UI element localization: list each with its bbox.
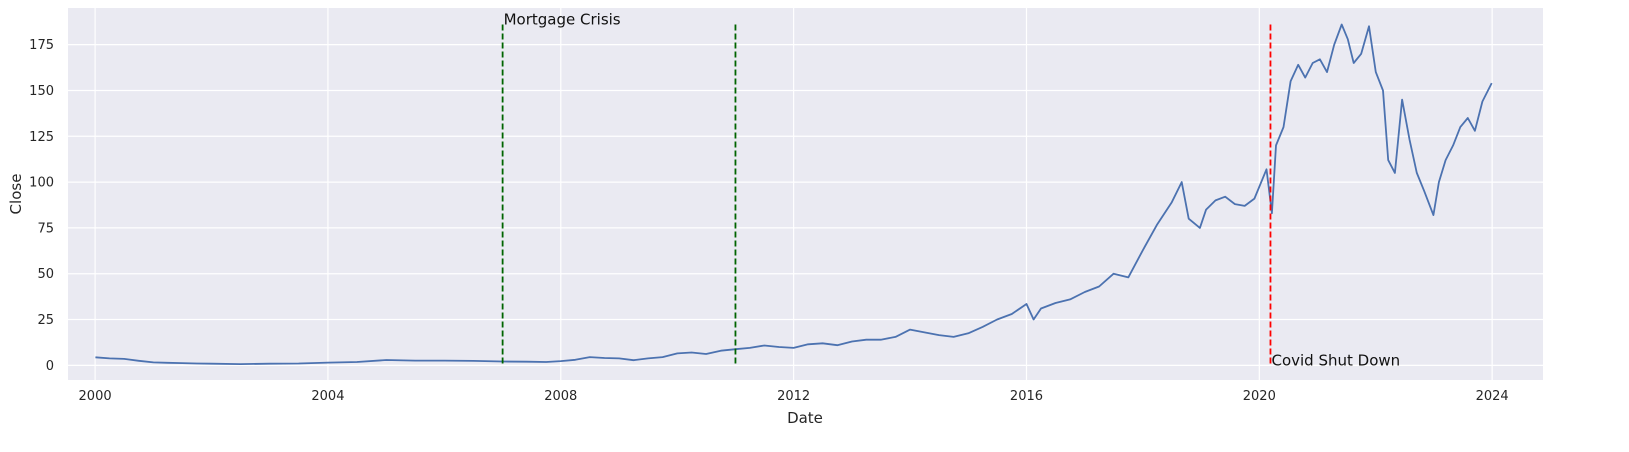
plot-background — [68, 8, 1543, 380]
x-tick-label: 2012 — [777, 389, 810, 404]
event-annotation-label: Covid Shut Down — [1271, 351, 1400, 369]
y-tick-label: 175 — [29, 38, 54, 53]
annotation-layer: Mortgage Crisis Covid Shut Down — [501, 10, 1400, 369]
y-tick-label: 125 — [29, 130, 54, 145]
y-tick-label: 50 — [37, 267, 54, 282]
y-axis-label: Close — [7, 174, 25, 215]
x-axis-ticks: 2000 2004 2008 2012 2016 2020 2024 — [79, 389, 1509, 404]
x-tick-label: 2004 — [311, 389, 344, 404]
x-tick-label: 2008 — [544, 389, 577, 404]
x-tick-label: 2016 — [1010, 389, 1043, 404]
series-layer — [95, 23, 1493, 365]
y-tick-label: 150 — [29, 84, 54, 99]
event-annotation-label: Mortgage Crisis — [504, 10, 621, 28]
grid-lines — [68, 8, 1543, 380]
x-tick-label: 2020 — [1243, 389, 1276, 404]
x-tick-label: 2024 — [1476, 389, 1509, 404]
y-tick-label: 0 — [46, 359, 54, 374]
close-price-line — [95, 23, 1493, 365]
y-tick-label: 25 — [37, 313, 54, 328]
y-axis-ticks: 0 25 50 75 100 125 150 175 — [29, 38, 54, 374]
y-tick-label: 75 — [37, 221, 54, 236]
x-axis-label: Date — [787, 409, 823, 427]
y-tick-label: 100 — [29, 176, 54, 191]
x-tick-label: 2000 — [79, 389, 112, 404]
